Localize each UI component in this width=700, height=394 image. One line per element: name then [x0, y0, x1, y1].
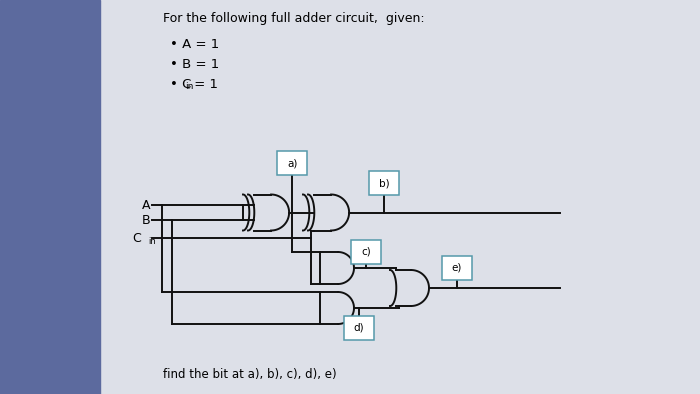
Text: in: in [185, 82, 193, 91]
Text: b): b) [379, 178, 389, 188]
Text: • C: • C [170, 78, 191, 91]
Text: in: in [148, 236, 155, 245]
Text: d): d) [354, 323, 364, 333]
FancyBboxPatch shape [351, 240, 381, 264]
Text: c): c) [361, 247, 371, 257]
Text: find the bit at a), b), c), d), e): find the bit at a), b), c), d), e) [163, 368, 337, 381]
Text: = 1: = 1 [190, 78, 218, 91]
FancyBboxPatch shape [344, 316, 374, 340]
FancyBboxPatch shape [369, 171, 399, 195]
Text: e): e) [452, 263, 462, 273]
Text: A: A [141, 199, 150, 212]
Text: a): a) [287, 158, 298, 168]
FancyBboxPatch shape [442, 256, 472, 280]
FancyBboxPatch shape [277, 151, 307, 175]
Text: B: B [141, 214, 150, 227]
Text: • B = 1: • B = 1 [170, 58, 219, 71]
Text: C: C [132, 232, 141, 245]
Text: • A = 1: • A = 1 [170, 38, 219, 51]
Text: For the following full adder circuit,  given:: For the following full adder circuit, gi… [163, 12, 425, 25]
Bar [0, 0, 100, 394]
